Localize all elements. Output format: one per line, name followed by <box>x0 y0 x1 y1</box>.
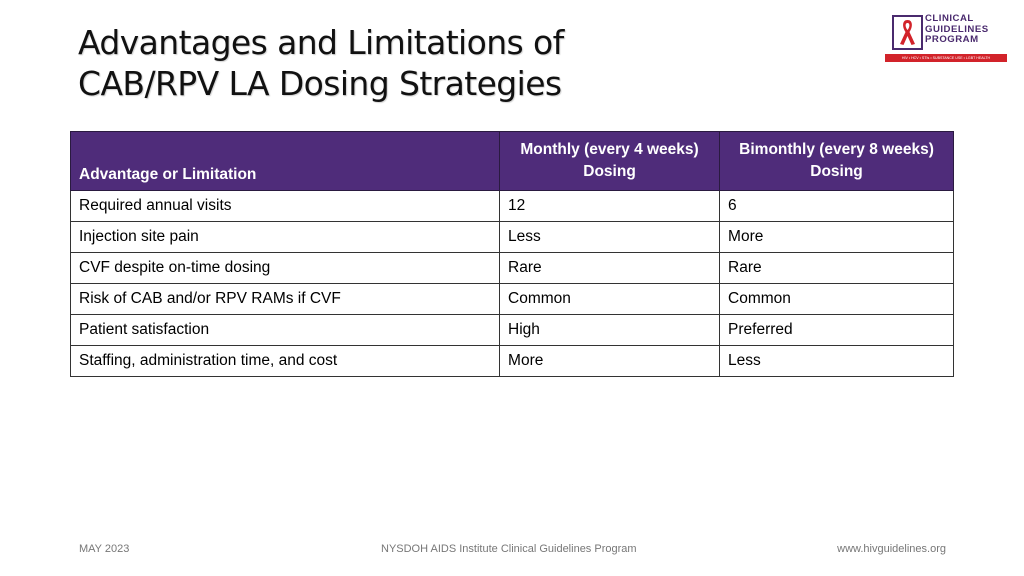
logo-tagline: HIV • HCV • STIs • SUBSTANCE USE • LGBT … <box>901 56 991 60</box>
table-cell: Common <box>719 283 954 315</box>
logo-tagline-bar: HIV • HCV • STIs • SUBSTANCE USE • LGBT … <box>885 54 1007 62</box>
table-cell: More <box>719 221 954 253</box>
table-cell: Required annual visits <box>69 190 501 222</box>
logo-line-2: GUIDELINES <box>925 23 989 35</box>
table-row: Patient satisfaction High Preferred <box>69 314 954 346</box>
table-cell: Less <box>499 221 721 253</box>
table-row: Injection site pain Less More <box>69 221 954 253</box>
table-cell: Less <box>719 345 954 377</box>
table-row: Risk of CAB and/or RPV RAMs if CVF Commo… <box>69 283 954 315</box>
header-monthly-dosing: Monthly (every 4 weeks) Dosing <box>499 131 721 191</box>
header-cell-text: Bimonthly (every 8 weeks) <box>739 141 934 158</box>
footer-website-url: www.hivguidelines.org <box>837 543 946 555</box>
table-cell: Injection site pain <box>69 221 501 253</box>
table-cell: Risk of CAB and/or RPV RAMs if CVF <box>69 283 501 315</box>
table-cell: Preferred <box>719 314 954 346</box>
table-row: Required annual visits 12 6 <box>69 190 954 222</box>
table-header-row: Advantage or Limitation Monthly (every 4… <box>69 131 954 191</box>
page-title-line-1: Advantages and Limitations of <box>78 23 564 62</box>
page-title-line-2: CAB/RPV LA Dosing Strategies <box>78 64 562 103</box>
table-cell: Patient satisfaction <box>69 314 501 346</box>
table-cell: More <box>499 345 721 377</box>
table-cell: Common <box>499 283 721 315</box>
table-row: Staffing, administration time, and cost … <box>69 345 954 377</box>
header-cell-text: Dosing <box>583 163 636 180</box>
header-cell-text: Monthly (every 4 weeks) <box>520 141 699 158</box>
table-cell: Rare <box>499 252 721 284</box>
header-advantage-or-limitation: Advantage or Limitation <box>69 131 501 191</box>
table-cell: Rare <box>719 252 954 284</box>
table-cell: High <box>499 314 721 346</box>
red-ribbon-icon <box>892 15 923 50</box>
table-cell: 6 <box>719 190 954 222</box>
footer-date: MAY 2023 <box>79 543 130 555</box>
header-cell-text: Dosing <box>810 163 863 180</box>
table-cell: Staffing, administration time, and cost <box>69 345 501 377</box>
footer-program-name: NYSDOH AIDS Institute Clinical Guideline… <box>381 543 637 555</box>
table-row: CVF despite on-time dosing Rare Rare <box>69 252 954 284</box>
header-cell-text: Advantage or Limitation <box>79 166 257 183</box>
logo-line-1: CLINICAL <box>925 13 974 24</box>
clinical-guidelines-program-logo: CLINICAL GUIDELINES PROGRAM HIV • HCV • … <box>885 13 1007 64</box>
table-cell: CVF despite on-time dosing <box>69 252 501 284</box>
logo-wordmark: CLINICAL GUIDELINES PROGRAM <box>925 13 989 46</box>
header-bimonthly-dosing: Bimonthly (every 8 weeks) Dosing <box>719 131 954 191</box>
dosing-strategies-table: Advantage or Limitation Monthly (every 4… <box>69 131 954 377</box>
table-cell: 12 <box>499 190 721 222</box>
page-title: Advantages and Limitations of CAB/RPV LA… <box>78 22 564 104</box>
logo-line-3: PROGRAM <box>925 34 979 46</box>
